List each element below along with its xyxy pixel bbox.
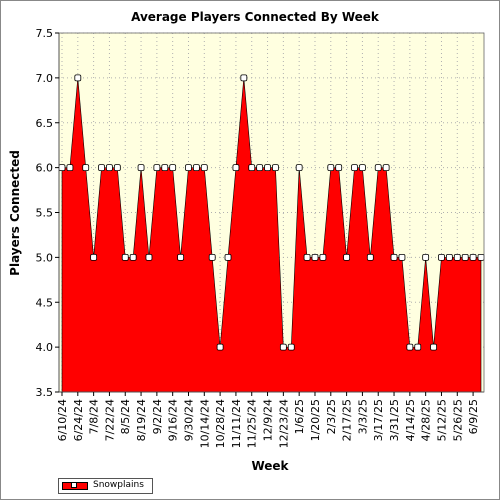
data-point <box>422 253 430 261</box>
legend-marker <box>71 482 77 488</box>
x-tick-label: 3/3/25 <box>356 399 369 434</box>
data-point <box>98 164 105 172</box>
y-tick-label: 4.0 <box>36 341 54 354</box>
x-tick-label: 1/20/25 <box>309 399 322 441</box>
data-point <box>145 253 153 261</box>
x-tick-label: 1/6/25 <box>293 399 306 434</box>
x-tick-label: 4/14/25 <box>404 399 417 441</box>
data-point <box>398 253 406 261</box>
x-tick-label: 10/14/24 <box>198 399 211 448</box>
data-point <box>303 253 311 261</box>
data-point <box>153 164 161 172</box>
data-point <box>469 253 477 261</box>
data-point <box>177 253 184 261</box>
data-point <box>113 164 121 172</box>
data-point <box>216 343 224 351</box>
y-axis-label: Players Connected <box>8 150 22 276</box>
data-point <box>232 164 240 172</box>
data-point <box>438 253 445 261</box>
x-tick-label: 11/25/24 <box>246 399 259 448</box>
data-point <box>359 164 366 172</box>
data-point <box>327 164 335 172</box>
data-point <box>335 164 343 172</box>
y-tick-label: 7.5 <box>36 27 54 40</box>
data-point <box>272 164 279 172</box>
x-tick-label: 9/30/24 <box>182 399 195 441</box>
x-tick-label: 5/26/25 <box>451 399 464 441</box>
data-point <box>406 343 414 351</box>
x-tick-label: 5/12/25 <box>435 399 448 441</box>
x-tick-label: 6/24/24 <box>72 399 85 441</box>
data-point <box>161 164 169 172</box>
x-tick-label: 4/28/25 <box>420 399 433 441</box>
y-tick-label: 6.0 <box>36 162 54 175</box>
x-tick-label: 7/22/24 <box>103 399 116 441</box>
data-point <box>82 164 90 172</box>
data-point <box>366 253 374 261</box>
data-point <box>121 253 129 261</box>
data-point <box>311 253 319 261</box>
x-tick-label: 12/9/24 <box>262 399 275 441</box>
data-point <box>169 164 177 172</box>
data-point <box>343 253 351 261</box>
legend-label: Snowplains <box>93 480 144 490</box>
data-point <box>374 164 382 172</box>
data-point <box>319 253 327 261</box>
data-point <box>74 74 82 82</box>
data-point <box>224 253 232 261</box>
x-tick-label: 6/10/24 <box>56 399 69 441</box>
y-tick-label: 4.5 <box>36 296 54 309</box>
data-point <box>129 253 137 261</box>
data-point <box>240 74 248 82</box>
data-point <box>279 343 287 351</box>
data-point <box>382 164 390 172</box>
data-point <box>192 164 200 172</box>
y-tick-label: 7.0 <box>36 72 54 85</box>
data-point <box>477 253 485 261</box>
x-tick-label: 8/19/24 <box>135 399 148 441</box>
data-point <box>287 343 295 351</box>
x-tick-label: 10/28/24 <box>214 399 227 448</box>
data-point <box>445 253 453 261</box>
data-point <box>248 164 256 172</box>
x-tick-label: 6/9/25 <box>467 399 480 434</box>
data-point <box>390 253 398 261</box>
x-axis-label: Week <box>251 459 289 473</box>
x-tick-label: 2/3/25 <box>325 399 338 434</box>
data-point <box>453 253 461 261</box>
data-point <box>264 164 271 172</box>
x-tick-label: 7/8/24 <box>88 399 101 434</box>
data-point <box>208 253 216 261</box>
chart-title: Average Players Connected By Week <box>131 10 380 24</box>
x-tick-label: 9/2/24 <box>151 399 164 434</box>
data-point <box>256 164 264 172</box>
data-point <box>295 164 303 172</box>
data-point <box>58 164 66 172</box>
data-point <box>137 164 145 172</box>
data-point <box>185 164 192 172</box>
x-tick-label: 12/23/24 <box>277 399 290 448</box>
data-point <box>90 253 98 261</box>
data-point <box>414 343 422 351</box>
data-point <box>351 164 358 172</box>
data-point <box>200 164 208 172</box>
x-tick-label: 9/16/24 <box>167 399 180 441</box>
data-point <box>66 164 74 172</box>
x-tick-label: 2/17/25 <box>341 399 354 441</box>
y-tick-label: 5.5 <box>36 207 54 220</box>
data-point <box>430 343 437 351</box>
y-tick-label: 3.5 <box>36 386 54 399</box>
x-tick-label: 11/11/24 <box>230 399 243 448</box>
data-point <box>106 164 113 172</box>
legend: Snowplains <box>58 478 153 494</box>
x-tick-label: 3/31/25 <box>388 399 401 441</box>
x-tick-label: 3/17/25 <box>372 399 385 441</box>
data-point <box>461 253 469 261</box>
x-tick-label: 8/5/24 <box>119 399 132 434</box>
y-tick-label: 6.5 <box>36 117 54 130</box>
y-tick-label: 5.0 <box>36 251 54 264</box>
